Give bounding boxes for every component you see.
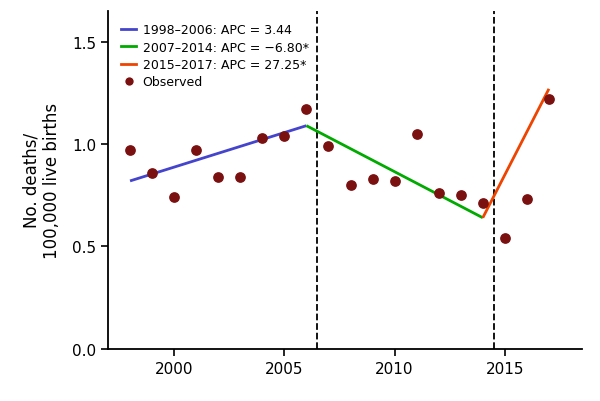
Point [147,170,157,176]
Point [390,178,400,185]
Point [169,194,179,201]
Point [412,131,421,138]
Point [214,174,223,180]
Point [323,144,333,150]
Y-axis label: No. deaths/
100,000 live births: No. deaths/ 100,000 live births [22,103,61,258]
Point [302,107,311,113]
Point [434,190,443,197]
Point [500,235,509,242]
Point [368,176,377,182]
Point [280,134,289,140]
Point [544,97,554,103]
Point [191,148,201,154]
Point [257,136,267,142]
Point [125,148,135,154]
Point [346,182,355,189]
Legend: 1998–2006: APC = 3.44, 2007–2014: APC = −6.80*, 2015–2017: APC = 27.25*, Observe: 1998–2006: APC = 3.44, 2007–2014: APC = … [119,22,311,91]
Point [522,196,532,203]
Point [456,192,466,199]
Point [235,174,245,180]
Point [478,201,488,207]
